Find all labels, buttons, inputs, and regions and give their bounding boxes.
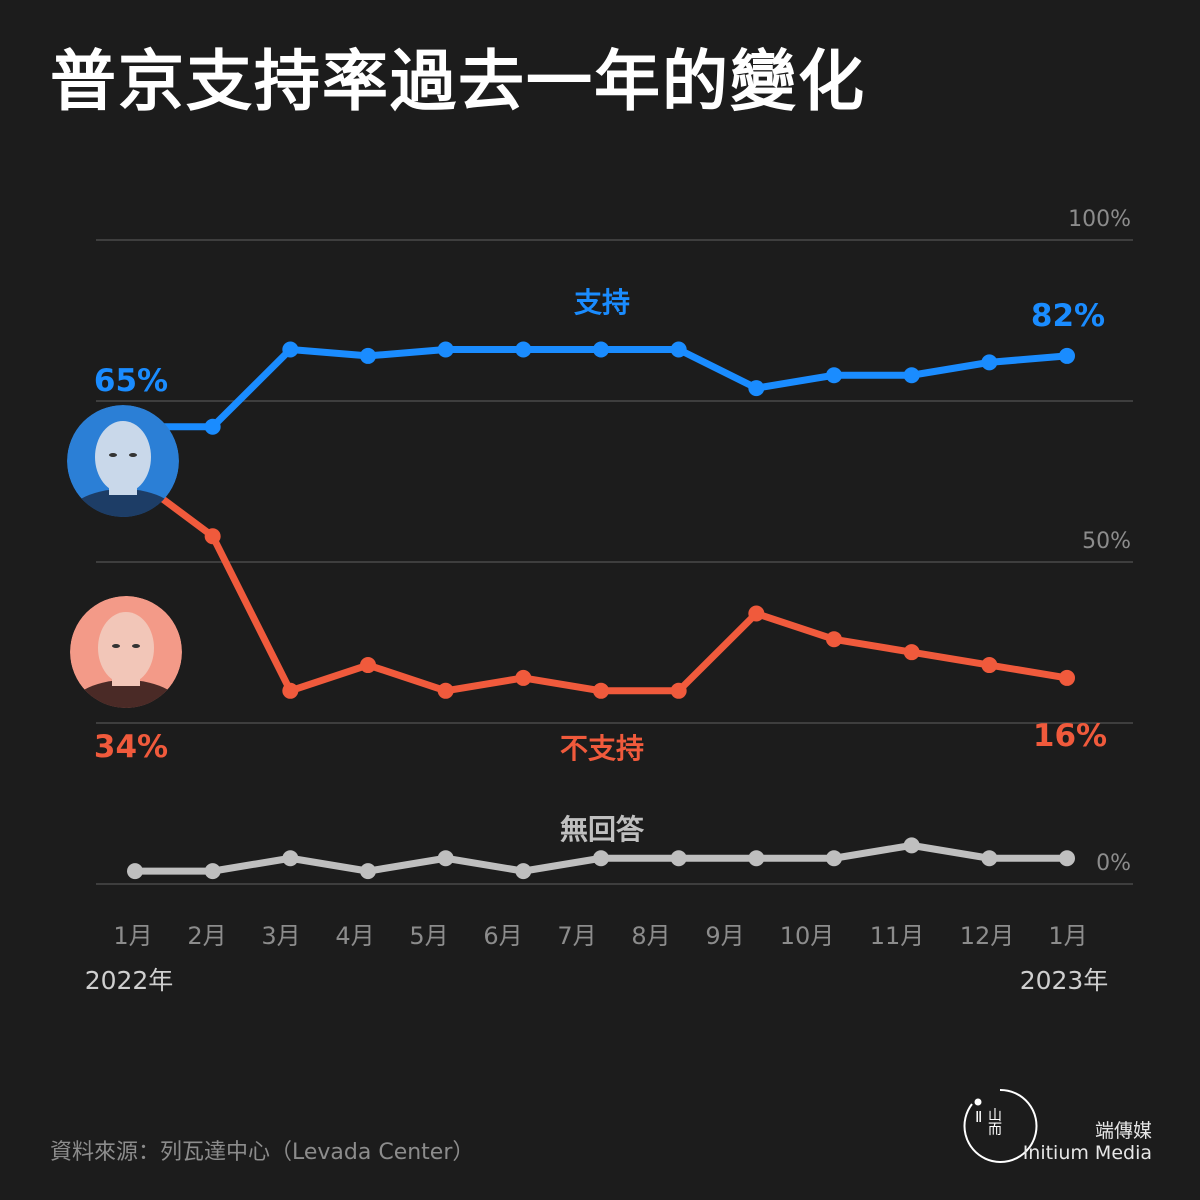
x-tick-label: 12月	[960, 922, 1015, 950]
data-point-support	[981, 354, 998, 371]
x-tick-label: 3月	[261, 922, 300, 950]
svg-text:而: 而	[988, 1122, 1002, 1138]
portrait-shoulders	[70, 680, 182, 708]
data-point-no_answer	[1059, 850, 1075, 867]
data-point-oppose	[204, 528, 221, 545]
data-point-oppose	[437, 682, 454, 699]
start-value-label-oppose: 34%	[94, 729, 168, 765]
y-tick-label: 50%	[1082, 529, 1131, 554]
putin-portrait-red-icon	[70, 596, 182, 708]
svg-text:山: 山	[988, 1108, 1002, 1124]
series-line-oppose	[131, 474, 1071, 695]
x-tick-label: 5月	[409, 922, 448, 950]
data-point-oppose	[826, 631, 842, 648]
series-layer	[127, 341, 1075, 880]
brand-name-zh: 端傳媒	[1094, 1120, 1152, 1142]
brand-name-en: Initium Media	[1022, 1142, 1152, 1164]
data-point-support	[826, 367, 842, 384]
grid-lines	[96, 239, 1133, 885]
svg-text:Ⅱ: Ⅱ	[975, 1108, 982, 1126]
portrait-eye	[112, 644, 120, 648]
portraits	[67, 405, 182, 708]
data-point-support	[1059, 347, 1075, 364]
data-point-no_answer	[826, 850, 842, 867]
page-title: 普京支持率過去一年的變化	[50, 43, 866, 120]
data-point-no_answer	[282, 850, 299, 867]
data-point-oppose	[515, 669, 532, 686]
x-tick-label: 11月	[870, 922, 925, 950]
y-tick-label: 0%	[1096, 851, 1131, 876]
data-point-no_answer	[903, 837, 920, 854]
data-point-oppose	[748, 605, 765, 622]
x-axis-ticks: 1月 2月 3月 4月 5月 6月 7月 8月 9月 10月 11月 12月 1月 2022年 2023年	[85, 922, 1109, 995]
series-labels: 支持 65% 82% 不支持 34% 16% 無回答	[94, 286, 1107, 846]
data-point-support	[748, 380, 765, 397]
series-line-support	[131, 345, 1071, 431]
data-point-no_answer	[437, 850, 454, 867]
portrait-shoulders	[67, 489, 179, 517]
initium-logo-icon: Ⅱ 山 而	[960, 1086, 1160, 1176]
x-tick-label: 1月	[1048, 922, 1087, 950]
x-tick-label: 8月	[631, 922, 670, 950]
data-point-oppose	[981, 657, 998, 674]
data-point-no_answer	[204, 863, 221, 880]
year-label-end: 2023年	[1020, 966, 1109, 995]
y-axis-ticks: 100% 50% 0%	[1068, 207, 1131, 876]
data-point-no_answer	[515, 863, 532, 880]
start-value-label-support: 65%	[94, 363, 168, 399]
data-point-support	[670, 341, 687, 358]
data-point-no_answer	[748, 850, 765, 867]
data-point-support	[282, 341, 299, 358]
data-point-no_answer	[127, 863, 143, 880]
y-tick-label: 100%	[1068, 207, 1131, 232]
data-point-no_answer	[670, 850, 687, 867]
series-label-support: 支持	[574, 286, 630, 319]
end-value-label-oppose: 16%	[1033, 718, 1107, 754]
data-point-no_answer	[593, 850, 609, 867]
portrait-eye	[109, 453, 117, 457]
data-point-oppose	[903, 644, 920, 661]
data-point-no_answer	[360, 863, 376, 880]
data-point-support	[437, 341, 454, 358]
year-label-start: 2022年	[85, 966, 174, 995]
portrait-face	[98, 612, 154, 684]
series-label-oppose: 不支持	[560, 732, 644, 765]
data-point-oppose	[593, 682, 609, 699]
end-value-label-support: 82%	[1031, 298, 1105, 334]
data-point-oppose	[1059, 669, 1075, 686]
portrait-eye	[129, 453, 137, 457]
data-point-support	[360, 347, 376, 364]
data-point-support	[204, 418, 221, 435]
x-tick-label: 10月	[780, 922, 835, 950]
putin-portrait-blue-icon	[67, 405, 179, 517]
portrait-face	[95, 421, 151, 493]
x-tick-label: 4月	[335, 922, 374, 950]
data-point-oppose	[282, 682, 299, 699]
x-tick-label: 2月	[187, 922, 226, 950]
data-point-no_answer	[981, 850, 998, 867]
x-tick-label: 1月	[113, 922, 152, 950]
data-point-support	[903, 367, 920, 384]
data-point-oppose	[670, 682, 687, 699]
x-tick-label: 9月	[705, 922, 744, 950]
x-tick-label: 7月	[557, 922, 596, 950]
portrait-eye	[132, 644, 140, 648]
data-point-support	[515, 341, 532, 358]
series-label-no-answer: 無回答	[560, 813, 645, 846]
data-point-oppose	[360, 657, 376, 674]
data-point-support	[593, 341, 609, 358]
x-tick-label: 6月	[483, 922, 522, 950]
source-note: 資料來源：列瓦達中心（Levada Center）	[50, 1140, 475, 1165]
